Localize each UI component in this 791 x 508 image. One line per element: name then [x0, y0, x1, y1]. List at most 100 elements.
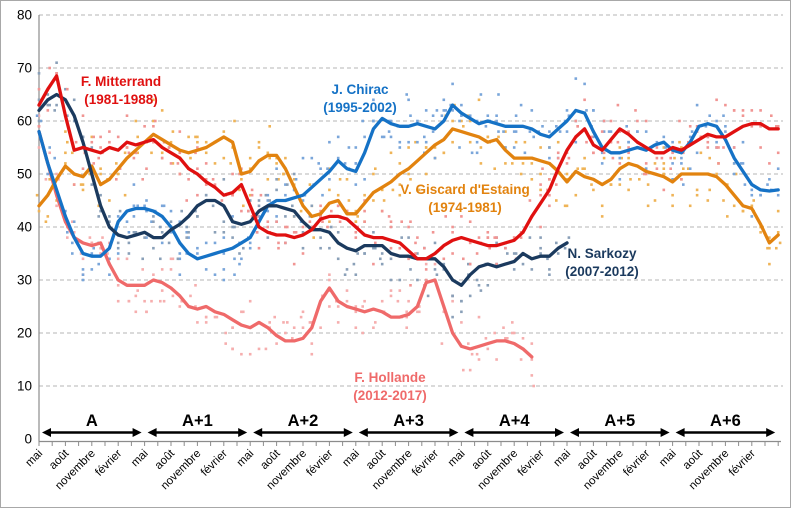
poll-dot	[178, 305, 182, 308]
poll-dot	[600, 215, 604, 218]
poll-dot	[310, 156, 314, 160]
poll-dot	[143, 299, 146, 303]
poll-dot	[581, 167, 584, 170]
poll-dot	[506, 252, 509, 255]
poll-dot	[776, 209, 780, 213]
poll-dot	[486, 231, 490, 234]
poll-dot	[646, 183, 650, 186]
poll-dot	[145, 199, 148, 202]
poll-dot	[372, 326, 375, 329]
poll-dot	[132, 215, 136, 218]
poll-dot	[268, 199, 271, 202]
poll-dot	[284, 225, 287, 229]
poll-dot	[750, 215, 754, 218]
poll-dot	[380, 109, 384, 112]
poll-dot	[213, 162, 217, 165]
poll-dot	[240, 209, 243, 213]
x-axis-month-label: février	[621, 448, 652, 479]
poll-dot	[743, 183, 747, 186]
poll-dot	[680, 156, 683, 160]
poll-dot	[37, 98, 41, 102]
poll-dot	[409, 284, 412, 287]
poll-dot	[409, 114, 412, 117]
poll-dot	[708, 114, 711, 117]
poll-dot	[257, 215, 261, 218]
poll-dot	[292, 326, 296, 329]
poll-dot	[338, 178, 342, 181]
poll-dot	[600, 162, 604, 165]
poll-dot	[600, 204, 604, 208]
poll-dot	[555, 241, 558, 245]
poll-dot	[284, 193, 287, 197]
poll-dot	[687, 167, 690, 170]
poll-dot	[618, 183, 622, 186]
poll-dot	[204, 183, 208, 186]
poll-dot	[477, 284, 481, 287]
poll-dot	[462, 257, 465, 261]
poll-dot	[141, 268, 144, 271]
poll-dot	[81, 167, 85, 170]
poll-dot	[354, 310, 358, 314]
poll-dot	[152, 140, 155, 144]
poll-dot	[196, 193, 199, 197]
poll-dot	[108, 130, 111, 133]
series-label-sarkozy: N. Sarkozy (2007-2012)	[565, 245, 639, 281]
poll-dot	[556, 156, 560, 160]
poll-dot	[574, 119, 578, 123]
year-range-arrow	[570, 428, 670, 437]
poll-dot	[301, 231, 305, 234]
poll-dot	[55, 172, 58, 176]
poll-dot	[240, 310, 243, 314]
poll-dot	[418, 188, 421, 192]
poll-dot	[99, 167, 102, 170]
series-line-giscard	[37, 127, 780, 245]
poll-dot	[504, 146, 507, 149]
poll-dot	[321, 220, 324, 223]
y-axis-tick-label: 20	[17, 326, 32, 341]
poll-dot	[416, 278, 419, 282]
poll-dot	[141, 178, 144, 181]
series-name: N. Sarkozy	[567, 246, 637, 261]
poll-dot	[389, 257, 393, 261]
poll-dot	[380, 299, 384, 303]
poll-dot	[127, 231, 131, 234]
poll-dot	[497, 130, 500, 133]
poll-dot	[706, 199, 710, 202]
poll-dot	[460, 299, 463, 303]
poll-dot	[48, 178, 51, 181]
poll-dot	[127, 299, 131, 303]
poll-dot	[145, 167, 148, 170]
poll-dot	[380, 188, 384, 192]
poll-dot	[556, 151, 560, 155]
series-label-chirac: J. Chirac (1995-2002)	[323, 81, 397, 117]
poll-dot	[176, 162, 180, 165]
series-term: (2012-2017)	[353, 388, 427, 403]
arrow-head-left-icon	[675, 428, 685, 437]
poll-dot	[407, 299, 410, 303]
poll-dot	[222, 231, 226, 234]
poll-dot	[715, 98, 718, 102]
poll-dot	[127, 241, 131, 245]
arrow-head-right-icon	[343, 428, 353, 437]
poll-dot	[484, 337, 488, 340]
poll-dot	[495, 241, 498, 245]
poll-dot	[328, 220, 331, 223]
poll-dot	[266, 199, 270, 202]
poll-dot	[213, 241, 217, 245]
poll-dot	[363, 209, 366, 213]
poll-dot	[372, 119, 375, 123]
series-line-sarkozy	[37, 92, 569, 287]
poll-dot	[180, 209, 183, 213]
x-axis-month-label: février	[199, 448, 230, 479]
poll-dot	[116, 215, 120, 218]
poll-dot	[55, 204, 58, 208]
poll-dot	[354, 326, 358, 329]
poll-dot	[319, 246, 322, 250]
poll-dot	[275, 167, 278, 170]
poll-dot	[160, 289, 164, 292]
year-range-arrow	[42, 428, 142, 437]
poll-dot	[66, 231, 69, 234]
poll-dot	[257, 204, 261, 208]
poll-dot	[433, 262, 437, 266]
poll-dot	[484, 125, 488, 128]
